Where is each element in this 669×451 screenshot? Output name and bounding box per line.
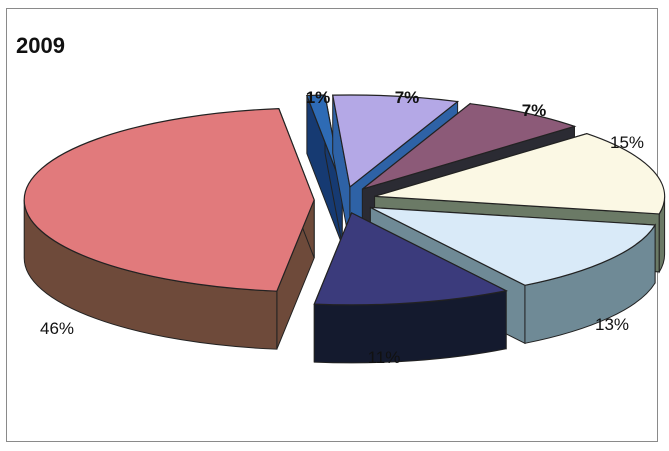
pie-slice-top: [374, 132, 666, 215]
pie-slice: [306, 94, 343, 246]
slice-label: 11%: [368, 348, 401, 367]
slice-label: 15%: [610, 133, 644, 152]
slice-label: 7%: [395, 88, 420, 107]
pie-slice-top: [306, 94, 343, 188]
pie-slice-top: [23, 108, 315, 292]
slice-label: 7%: [522, 101, 547, 120]
slice-label: 1%: [306, 88, 331, 107]
pie-slice-top: [370, 206, 657, 286]
pie-slice-top: [332, 94, 460, 189]
slice-label: 46%: [40, 319, 74, 338]
pie-slice: [23, 108, 315, 350]
pie-slice-top: [313, 212, 508, 306]
pie-slice-top: [362, 103, 577, 190]
pie-slice: [313, 212, 508, 364]
chart-title: 2009: [16, 33, 65, 58]
slice-label: 13%: [595, 315, 629, 334]
